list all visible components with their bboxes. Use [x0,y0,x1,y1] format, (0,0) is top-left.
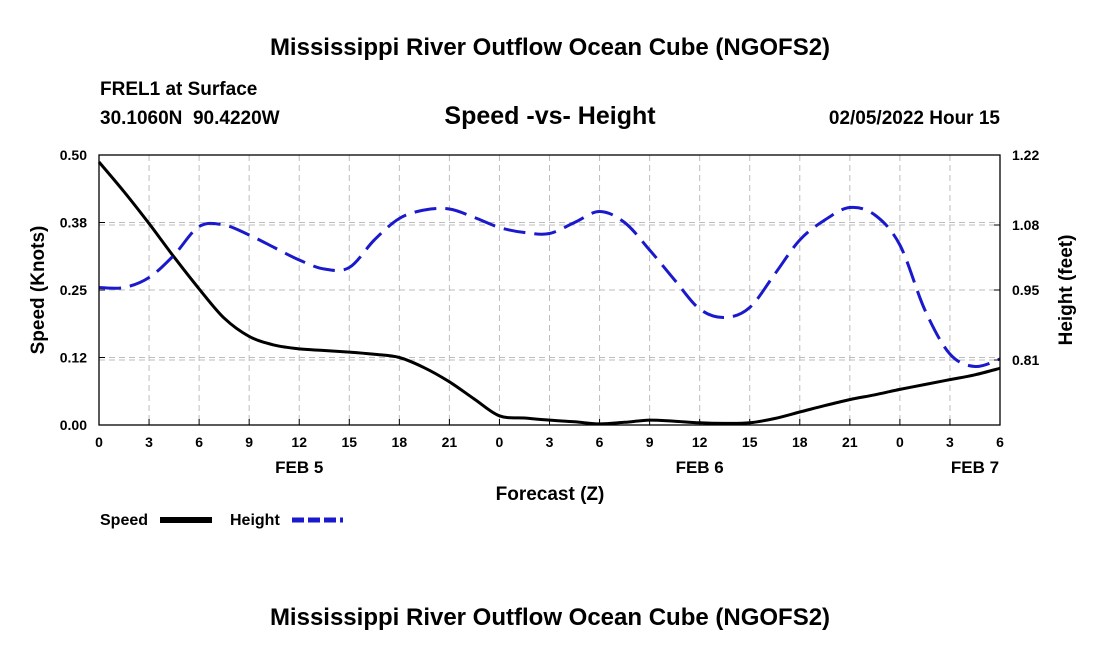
main-title: Mississippi River Outflow Ocean Cube (NG… [270,34,830,61]
x-tick-label: 15 [341,434,357,450]
legend: Speed Height [100,512,343,529]
date-label: FEB 5 [275,458,323,477]
x-tick-label: 3 [145,434,153,450]
date-label: FEB 7 [951,458,999,477]
grid-layer [99,154,1000,425]
coordinates-label: 30.1060N 90.4220W [100,108,280,129]
y-left-tick-label: 0.38 [60,215,87,231]
x-tick-label: 15 [742,434,758,450]
station-label: FREL1 at Surface [100,79,257,100]
x-tick-label: 3 [546,434,554,450]
x-tick-label: 9 [245,434,253,450]
legend-height-label: Height [230,512,280,529]
x-axis-label: Forecast (Z) [496,484,605,505]
y-right-tick-label: 0.95 [1012,282,1039,298]
x-tick-label: 12 [291,434,307,450]
legend-speed-label: Speed [100,512,148,529]
chart-subtitle: Speed -vs- Height [444,102,656,130]
x-tick-label: 6 [996,434,1004,450]
x-tick-label: 18 [792,434,808,450]
ticks-layer: 0 3 6 9 12 15 18 21 0 3 6 9 12 15 18 21 0 3 6 FEB 5 FEB 6 FEB… [60,147,1040,477]
x-tick-label: 6 [195,434,203,450]
date-label: FEB 6 [676,458,724,477]
height-series-line [98,205,1001,369]
x-tick-label: 18 [392,434,408,450]
x-tick-label: 21 [442,434,458,450]
x-tick-label: 0 [896,434,904,450]
datetime-label: 02/05/2022 Hour 15 [829,108,1001,129]
series-layer [97,161,1001,426]
x-tick-label: 6 [596,434,604,450]
y-left-tick-label: 0.00 [60,417,87,433]
x-tick-label: 21 [842,434,858,450]
y-right-tick-label: 1.08 [1012,217,1039,233]
speed-series-line [97,161,1001,426]
x-tick-label: 3 [946,434,954,450]
y-left-tick-label: 0.12 [60,350,87,366]
x-tick-label: 9 [646,434,654,450]
y-left-tick-label: 0.25 [60,282,87,298]
x-tick-label: 0 [95,434,103,450]
y-axis-right-label: Height (feet) [1056,235,1077,346]
footer-title: Mississippi River Outflow Ocean Cube (NG… [270,604,830,631]
y-axis-left-label: Speed (Knots) [28,226,49,355]
x-tick-label: 0 [496,434,504,450]
x-tick-label: 12 [692,434,708,450]
y-right-tick-label: 1.22 [1012,147,1039,163]
y-right-tick-label: 0.81 [1012,352,1039,368]
y-left-tick-label: 0.50 [60,147,87,163]
